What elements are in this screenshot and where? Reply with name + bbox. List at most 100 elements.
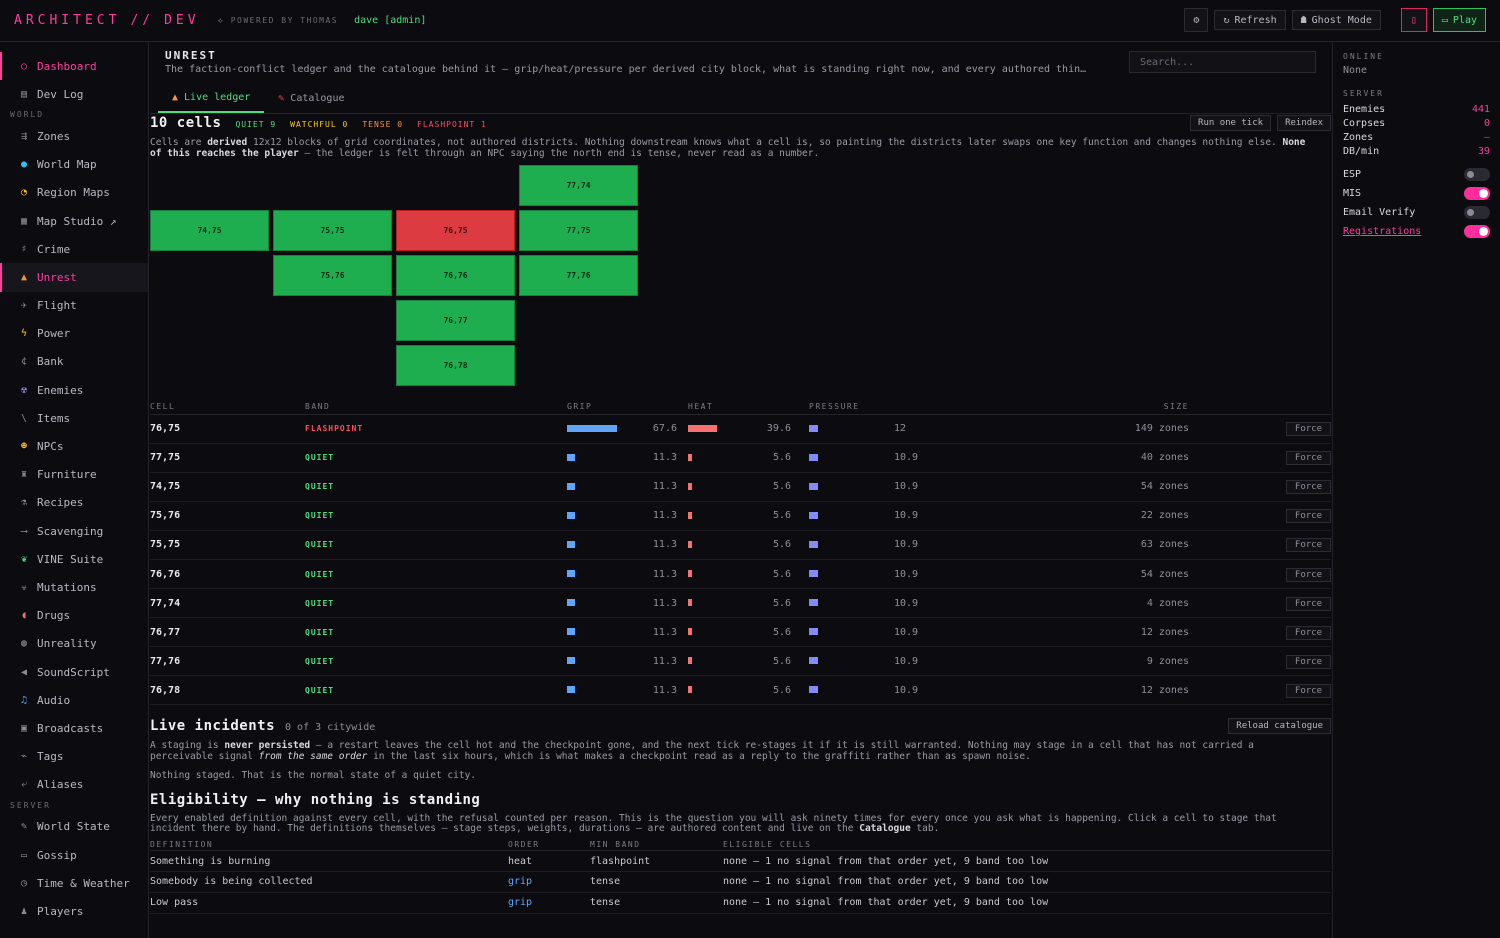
force-button[interactable]: Force [1285,480,1331,495]
mis-toggle[interactable] [1464,187,1490,200]
reload-catalogue-button[interactable]: Reload catalogue [1228,718,1331,735]
toggle-row-mis: MIS [1343,184,1490,203]
force-button[interactable]: Force [1285,567,1331,582]
sidebar-item-map-studio[interactable]: ▦ Map Studio ↗ [0,207,148,235]
grid-cell[interactable]: 74,75 [150,210,269,251]
gear-icon: ⚙ [1193,14,1200,26]
table-row[interactable]: 76,77 QUIET 11.3 5.6 10.9 12 zones Force [150,617,1331,648]
sidebar-item-dev-log[interactable]: ▤ Dev Log [0,80,148,108]
sidebar-item-time-weather[interactable]: ◷ Time & Weather [0,869,148,897]
sidebar-item-recipes[interactable]: ⚗ Recipes [0,489,148,517]
grid-cell[interactable]: 76,75 [396,210,515,251]
search-input[interactable]: Search... [1129,51,1316,73]
table-row[interactable]: Low pass grip tense none — 1 no signal f… [150,892,1331,914]
text: — the ledger is felt through an NPC sayi… [298,147,820,159]
sidebar-item-broadcasts[interactable]: ▣ Broadcasts [0,714,148,742]
ghost-mode-button[interactable]: ☗ Ghost Mode [1291,10,1381,30]
force-button[interactable]: Force [1285,625,1331,640]
sidebar-item-tags[interactable]: ⌁ Tags [0,743,148,771]
sidebar-item-aliases[interactable]: ⤶ Aliases [0,771,148,799]
table-row[interactable]: 75,75 QUIET 11.3 5.6 10.9 63 zones Force [150,530,1331,560]
force-button[interactable]: Force [1285,654,1331,669]
settings-button[interactable]: ⚙ [1184,8,1209,32]
grid-cell[interactable]: 75,76 [273,255,392,296]
refresh-button[interactable]: ↻ Refresh [1214,10,1286,30]
force-button[interactable]: Force [1285,509,1331,524]
sidebar-item-scavenging[interactable]: ⟶ Scavenging [0,517,148,545]
email-verify-toggle[interactable] [1464,206,1490,219]
sidebar-item-npcs[interactable]: ☻ NPCs [0,432,148,460]
grid-cell[interactable]: 76,77 [396,300,515,341]
sidebar-item-players[interactable]: ♟ Players [0,897,148,925]
esp-toggle[interactable] [1464,168,1490,181]
table-row[interactable]: 74,75 QUIET 11.3 5.6 10.9 54 zones Force [150,472,1331,502]
grid-cell[interactable]: 77,75 [519,210,638,251]
table-row[interactable]: 77,74 QUIET 11.3 5.6 10.9 4 zones Force [150,588,1331,619]
sidebar-item-vine-suite[interactable]: ❦ VINE Suite [0,545,148,573]
definition-min-band: tense [590,892,723,914]
cell-id: 75,75 [150,530,305,560]
sidebar-item-audio[interactable]: ♫ Audio [0,686,148,714]
sidebar-item-items[interactable]: \ Items [0,404,148,432]
sidebar-item-crime[interactable]: ♯ Crime [0,235,148,263]
force-button[interactable]: Force [1285,596,1331,611]
grid-cell[interactable]: 77,76 [519,255,638,296]
sidebar-item-gossip[interactable]: ▭ Gossip [0,841,148,869]
play-button[interactable]: ▭ Play [1432,8,1486,32]
sidebar-item-bank[interactable]: ¢ Bank [0,348,148,376]
grid-cell[interactable]: 76,78 [396,345,515,386]
sidebar-item-dashboard[interactable]: ○ Dashboard [0,52,148,81]
brand-logo[interactable]: ARCHITECT // DEV [14,13,200,28]
scavenge-icon: ⟶ [20,525,28,537]
sidebar-item-power[interactable]: ϟ Power [0,320,148,348]
sidebar-item-world-state[interactable]: ✎ World State [0,813,148,841]
alert-button[interactable]: ▯ [1400,8,1427,32]
table-row[interactable]: Somebody is being collected grip tense n… [150,871,1331,893]
sidebar-item-label: World Map [37,158,97,172]
sidebar-item-furniture[interactable]: ♜ Furniture [0,461,148,489]
toggle-row-email-verify: Email Verify [1343,203,1490,222]
refresh-icon: ↻ [1223,14,1230,26]
sidebar-item-drugs[interactable]: ◖ Drugs [0,602,148,630]
force-button[interactable]: Force [1285,538,1331,553]
sidebar-item-soundscript[interactable]: ◀ SoundScript [0,658,148,686]
size-value: 54 zones [1049,472,1189,502]
sidebar-item-flight[interactable]: ✈ Flight [0,292,148,320]
table-row[interactable]: 76,75 FLASHPOINT 67.6 39.6 12 149 zones Force [150,414,1331,444]
table-row[interactable]: 75,76 QUIET 11.3 5.6 10.9 22 zones Force [150,501,1331,531]
sidebar-item-unrest[interactable]: ▲ Unrest [0,263,148,292]
table-row[interactable]: 76,76 QUIET 11.3 5.6 10.9 54 zones Force [150,559,1331,590]
pressure-cell: 10.9 [809,559,1049,590]
eligibility-table: DEFINITION ORDER MIN BAND ELIGIBLE CELLS… [150,837,1331,914]
stat-zones: Zones — [1343,130,1490,144]
grip-cell: 11.3 [567,530,688,560]
tab-catalogue[interactable]: ✎ Catalogue [264,83,358,113]
band-cell: QUIET [305,501,567,531]
table-row[interactable]: 77,75 QUIET 11.3 5.6 10.9 40 zones Force [150,443,1331,473]
run-tick-button[interactable]: Run one tick [1190,115,1272,131]
grip-value: 11.3 [652,452,677,464]
tab-live-ledger[interactable]: ▲ Live ledger [158,83,265,113]
grid-cell[interactable]: 76,76 [396,255,515,296]
grid-cell[interactable]: 75,75 [273,210,392,251]
sidebar-item-region-maps[interactable]: ◔ Region Maps [0,179,148,207]
reindex-button[interactable]: Reindex [1277,115,1331,131]
sidebar-item-mutations[interactable]: ☣ Mutations [0,573,148,601]
pressure-value: 10.9 [894,452,919,464]
sidebar-item-enemies[interactable]: ☢ Enemies [0,376,148,404]
force-button[interactable]: Force [1285,451,1331,466]
toggle-row-esp: ESP [1343,165,1490,184]
sidebar-item-unreality[interactable]: ◍ Unreality [0,630,148,658]
registrations-link[interactable]: Registrations [1343,226,1422,237]
clock-icon: ◷ [20,877,28,889]
sidebar-item-zones[interactable]: ⇶ Zones [0,122,148,150]
table-row[interactable]: 77,76 QUIET 11.3 5.6 10.9 9 zones Force [150,646,1331,677]
table-row[interactable]: 76,78 QUIET 11.3 5.6 10.9 12 zones Force [150,675,1331,706]
registrations-toggle[interactable] [1464,225,1490,238]
sidebar-item-world-map[interactable]: ● World Map [0,151,148,179]
grid-cell[interactable]: 77,74 [519,165,638,206]
sidebar-item-label: Unrest [37,270,77,284]
table-row[interactable]: Something is burning heat flashpoint non… [150,850,1331,873]
force-button[interactable]: Force [1285,683,1331,698]
force-button[interactable]: Force [1285,422,1331,437]
